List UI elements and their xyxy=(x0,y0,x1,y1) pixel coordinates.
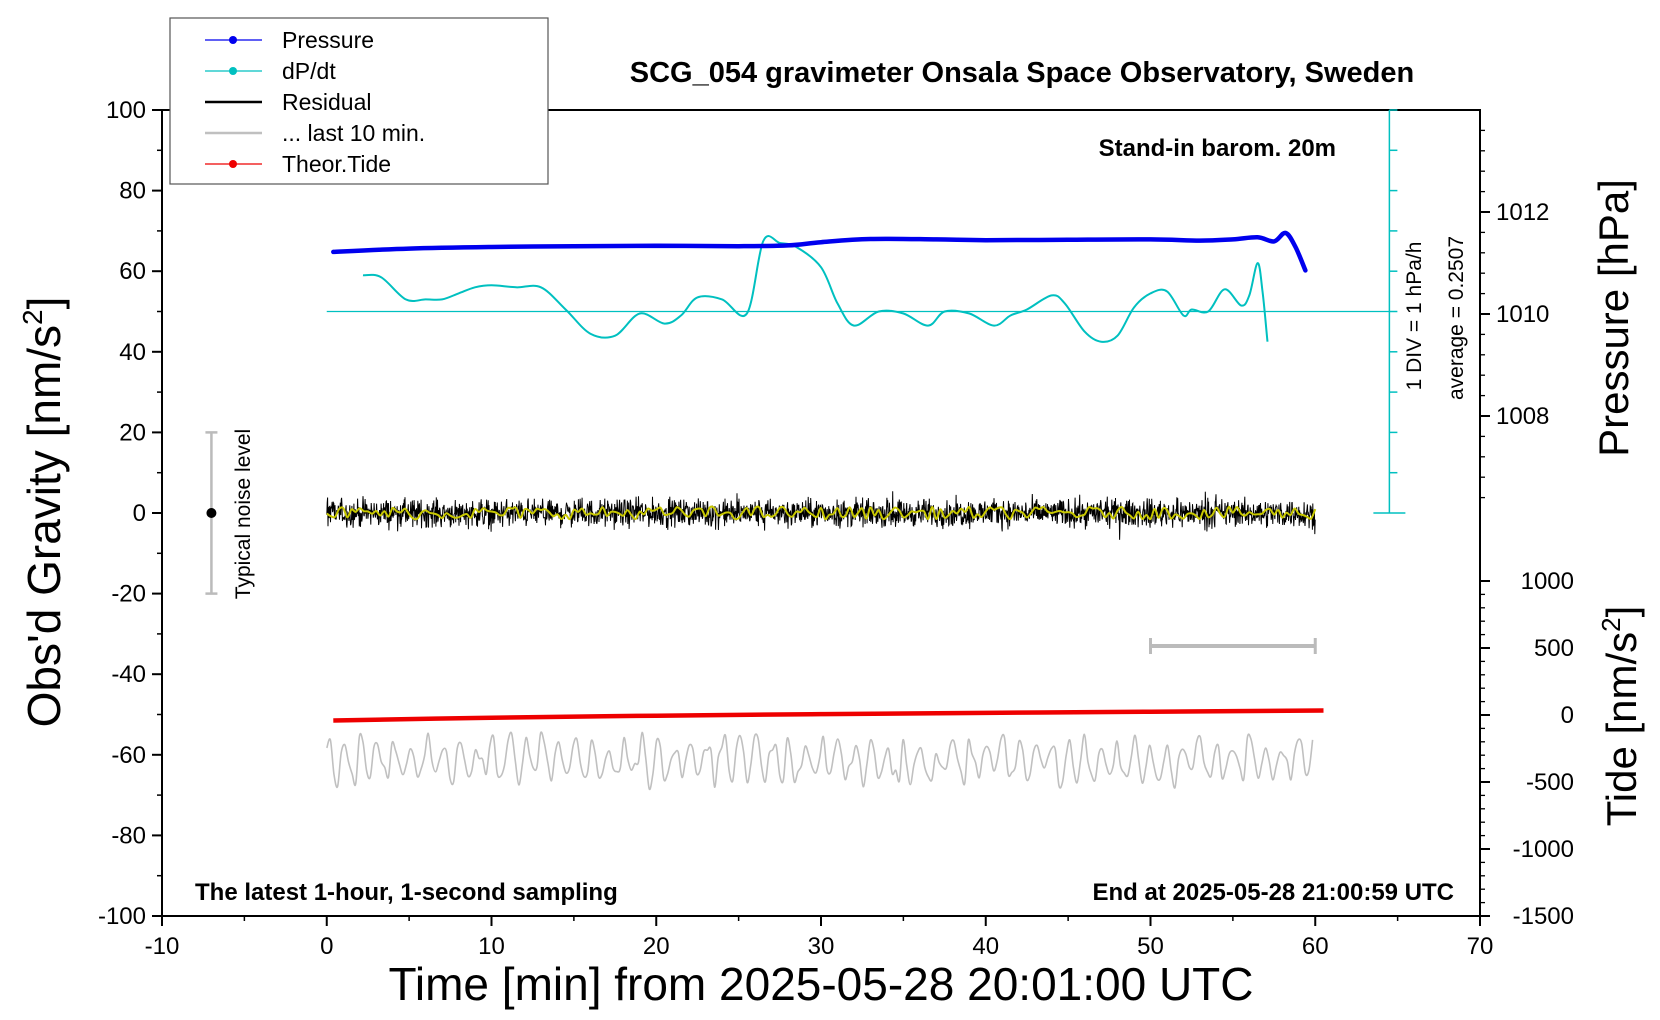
tide-tick-label-1: 500 xyxy=(1534,635,1574,662)
x-tick-label-2: 10 xyxy=(478,933,505,960)
y-axis-title-left-main: Obs'd Gravity [nm/s xyxy=(18,325,70,727)
y-axis-ticks: 100 80 60 40 20 0 -20 -40 -60 -80 -100 xyxy=(98,97,162,930)
series-residual-smoothed xyxy=(326,505,1317,521)
y-axis-title-left-sup: 2 xyxy=(17,309,48,325)
barometer-note: Stand-in barom. 20m xyxy=(1099,135,1336,162)
legend-label-0: Pressure xyxy=(282,27,374,53)
y-tick-label-6: -20 xyxy=(111,581,146,608)
y-tick-label-5: 0 xyxy=(133,500,146,527)
legend-label-3: ... last 10 min. xyxy=(282,120,425,146)
y-axis-title-tide-sup: 2 xyxy=(1596,617,1626,631)
legend: Pressure dP/dt Residual ... last 10 min. The… xyxy=(169,17,549,185)
x-tick-label-8: 70 xyxy=(1467,933,1494,960)
y-tick-label-9: -80 xyxy=(111,822,146,849)
y-tick-label-4: 20 xyxy=(119,419,146,446)
y-tick-label-2: 60 xyxy=(119,258,146,285)
x-axis-ticks: -10 0 10 20 30 40 50 60 70 xyxy=(145,916,1494,960)
y-tick-label-0: 100 xyxy=(106,97,146,124)
x-tick-label-0: -10 xyxy=(145,933,180,960)
legend-label-1: dP/dt xyxy=(282,58,336,84)
y-axis-title-left: Obs'd Gravity [nm/s2] xyxy=(17,297,70,728)
x-tick-label-3: 20 xyxy=(643,933,670,960)
tide-axis: 1000 500 0 -500 -1000 -1500 xyxy=(1480,568,1574,930)
series-pressure xyxy=(331,230,1308,273)
y-axis-title-tide-end: ] xyxy=(1598,606,1645,618)
tide-tick-label-4: -1000 xyxy=(1513,836,1574,863)
pressure-tick-label-0: 1012 xyxy=(1496,199,1549,226)
legend-items: Pressure dP/dt Residual ... last 10 min. The… xyxy=(205,27,425,177)
x-tick-label-1: 0 xyxy=(320,933,333,960)
noise-label: Typical noise level xyxy=(232,429,255,599)
x-axis-title: Time [min] from 2025-05-28 20:01:00 UTC xyxy=(389,958,1254,1010)
y-axis-title-pressure: Pressure [hPa] xyxy=(1590,179,1637,457)
y-tick-label-3: 40 xyxy=(119,339,146,366)
y-tick-label-1: 80 xyxy=(119,178,146,205)
marks-group xyxy=(205,431,1317,654)
y-tick-label-7: -40 xyxy=(111,661,146,688)
noise-bar-center-dot xyxy=(206,508,217,518)
end-time-note: End at 2025-05-28 21:00:59 UTC xyxy=(1093,879,1455,906)
x-tick-label-4: 30 xyxy=(808,933,835,960)
tide-tick-label-2: 0 xyxy=(1561,702,1574,729)
y-axis-title-left-end: ] xyxy=(18,297,70,310)
series-last-10-min xyxy=(326,731,1314,791)
tide-tick-label-3: -500 xyxy=(1526,769,1574,796)
pressure-axis: 1012 1010 1008 xyxy=(1480,129,1549,499)
series-residual xyxy=(326,491,1316,540)
legend-marker-1 xyxy=(229,67,237,75)
legend-label-2: Residual xyxy=(282,89,372,115)
series-dpdt xyxy=(362,235,1269,343)
tide-tick-label-5: -1500 xyxy=(1513,903,1574,930)
y-axis-title-tide: Tide [nm/s2] xyxy=(1596,606,1645,827)
average-label: average = 0.2507 xyxy=(1445,236,1468,400)
y-axis-title-tide-main: Tide [nm/s xyxy=(1598,632,1645,827)
legend-marker-4 xyxy=(229,160,237,168)
x-tick-label-7: 60 xyxy=(1302,933,1329,960)
pressure-tick-label-1: 1010 xyxy=(1496,301,1549,328)
legend-marker-0 xyxy=(229,36,237,44)
tide-tick-label-0: 1000 xyxy=(1521,568,1574,595)
sampling-note: The latest 1-hour, 1-second sampling xyxy=(195,879,618,906)
y-tick-label-8: -60 xyxy=(111,742,146,769)
div-label: 1 DIV = 1 hPa/h xyxy=(1403,242,1426,391)
series-theor-tide xyxy=(333,708,1324,723)
series-group xyxy=(326,230,1390,791)
y-tick-label-10: -100 xyxy=(98,903,146,930)
x-tick-label-5: 40 xyxy=(972,933,999,960)
pressure-tick-label-2: 1008 xyxy=(1496,403,1549,430)
x-tick-label-6: 50 xyxy=(1137,933,1164,960)
legend-label-4: Theor.Tide xyxy=(282,151,391,177)
chart-title: SCG_054 gravimeter Onsala Space Observat… xyxy=(630,57,1414,89)
